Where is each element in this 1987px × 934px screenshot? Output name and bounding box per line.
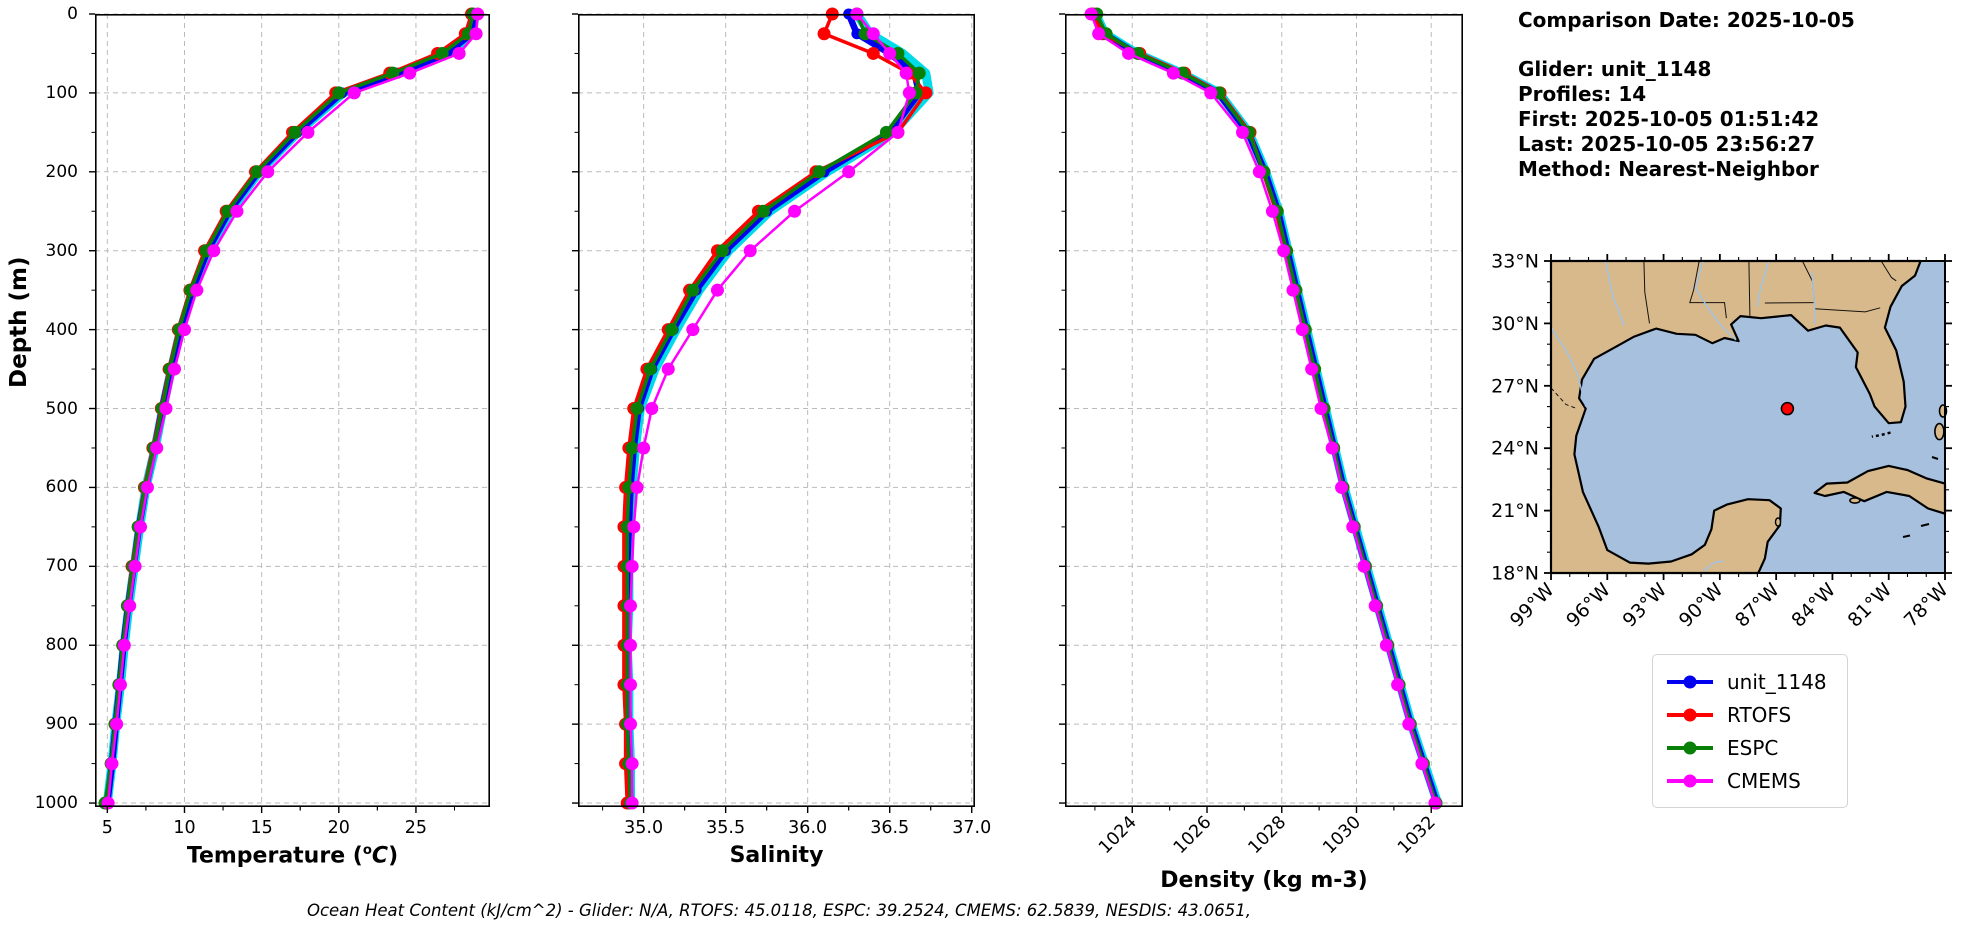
svg-text:35.5: 35.5 — [706, 818, 745, 838]
comparison-date-text: Comparison Date: 2025-10-05 — [1518, 8, 1855, 32]
legend-label: unit_1148 — [1727, 669, 1827, 694]
legend-label: ESPC — [1727, 735, 1779, 760]
legend-label: RTOFS — [1727, 702, 1792, 727]
temperature-axis-title-text: Temperature ( — [186, 843, 363, 869]
map-frame — [1550, 260, 1946, 574]
svg-text:33°N: 33°N — [1491, 251, 1539, 273]
depth-tick-label: 100 — [45, 82, 78, 103]
glider-location-marker — [1780, 401, 1795, 416]
legend-line-sample — [1667, 708, 1713, 721]
map-graticule-ticks — [1544, 254, 1952, 580]
svg-text:81°W: 81°W — [1844, 579, 1897, 632]
depth-tick-label: 600 — [45, 477, 78, 498]
svg-text:1028: 1028 — [1245, 812, 1291, 858]
svg-text:18°N: 18°N — [1491, 563, 1539, 585]
svg-text:87°W: 87°W — [1731, 579, 1784, 632]
svg-text:37.0: 37.0 — [952, 818, 991, 838]
svg-text:93°W: 93°W — [1618, 579, 1671, 632]
svg-text:15: 15 — [251, 818, 273, 838]
map-state-borders — [1550, 260, 1897, 410]
svg-text:27°N: 27°N — [1491, 375, 1539, 397]
svg-text:99°W: 99°W — [1506, 579, 1559, 632]
series-legend: unit_1148 RTOFS ESPC CMEMS — [1652, 654, 1848, 808]
last-profile-time-text: Last: 2025-10-05 23:56:27 — [1518, 132, 1816, 156]
svg-text:25: 25 — [405, 818, 427, 838]
legend-entry-CMEMS: CMEMS — [1665, 764, 1833, 797]
legend-line-sample — [1667, 675, 1713, 688]
depth-tick-label: 700 — [45, 556, 78, 577]
depth-tick-label: 200 — [45, 161, 78, 182]
svg-text:20: 20 — [328, 818, 350, 838]
depth-tick-label: 800 — [45, 635, 78, 656]
glider-name-text: Glider: unit_1148 — [1518, 57, 1712, 81]
depth-axis-title: Depth (m) — [6, 256, 32, 388]
depth-tick-label: 400 — [45, 319, 78, 340]
svg-text:36.5: 36.5 — [870, 818, 909, 838]
svg-text:1032: 1032 — [1394, 812, 1440, 858]
profiles-count-text: Profiles: 14 — [1518, 82, 1647, 106]
svg-text:84°W: 84°W — [1787, 579, 1840, 632]
svg-text:30°N: 30°N — [1491, 313, 1539, 335]
svg-text:5: 5 — [102, 818, 113, 838]
map-rivers — [1550, 260, 1816, 572]
temperature-profile-panel: 5 10 15 20 25 — [89, 7, 490, 838]
svg-text:36.0: 36.0 — [788, 818, 827, 838]
gulf-of-mexico-map: 33°N 30°N 27°N 24°N 21°N 18°N 99°W 96°W 93°W 90°W… — [1491, 251, 1953, 632]
legend-entry-unit_1148: unit_1148 — [1665, 665, 1833, 698]
salinity-axis-title: Salinity — [729, 843, 824, 868]
first-profile-time-text: First: 2025-10-05 01:51:42 — [1518, 107, 1820, 131]
svg-text:1024: 1024 — [1095, 812, 1141, 858]
svg-text:10: 10 — [173, 818, 195, 838]
depth-tick-label: 900 — [45, 714, 78, 735]
svg-text:90°W: 90°W — [1675, 579, 1728, 632]
depth-tick-label: 500 — [45, 398, 78, 419]
svg-text:96°W: 96°W — [1562, 579, 1615, 632]
celsius-symbol: C — [371, 843, 389, 869]
depth-tick-label: 1000 — [34, 793, 78, 814]
density-profile-panel: 1024 1026 1028 1030 1032 — [1059, 7, 1463, 858]
legend-line-sample — [1667, 774, 1713, 787]
temperature-axis-title: Temperature (oC) — [186, 843, 399, 869]
svg-text:21°N: 21°N — [1491, 500, 1539, 522]
density-axis-title: Density (kg m-3) — [1160, 868, 1368, 893]
degree-superscript: o — [362, 843, 372, 858]
legend-line-sample — [1667, 741, 1713, 754]
svg-text:35.0: 35.0 — [624, 818, 663, 838]
depth-axis-tick-labels: 0 100 200 300 400 500 600 700 800 900 1000 — [34, 4, 86, 813]
ocean-heat-content-footer: Ocean Heat Content (kJ/cm^2) - Glider: N… — [306, 901, 1252, 920]
comparison-info-block: Comparison Date: 2025-10-05 Glider: unit… — [1518, 8, 1855, 182]
depth-tick-label: 0 — [67, 4, 78, 24]
method-text: Method: Nearest-Neighbor — [1518, 157, 1819, 181]
svg-text:1030: 1030 — [1319, 812, 1365, 858]
legend-entry-ESPC: ESPC — [1665, 731, 1833, 764]
salinity-profile-panel: 35.0 35.5 36.0 36.5 37.0 — [572, 7, 991, 838]
svg-text:78°W: 78°W — [1900, 579, 1953, 632]
svg-text:1026: 1026 — [1170, 812, 1216, 858]
svg-text:24°N: 24°N — [1491, 438, 1539, 460]
legend-entry-RTOFS: RTOFS — [1665, 698, 1833, 731]
legend-label: CMEMS — [1727, 768, 1801, 793]
depth-tick-label: 300 — [45, 240, 78, 261]
